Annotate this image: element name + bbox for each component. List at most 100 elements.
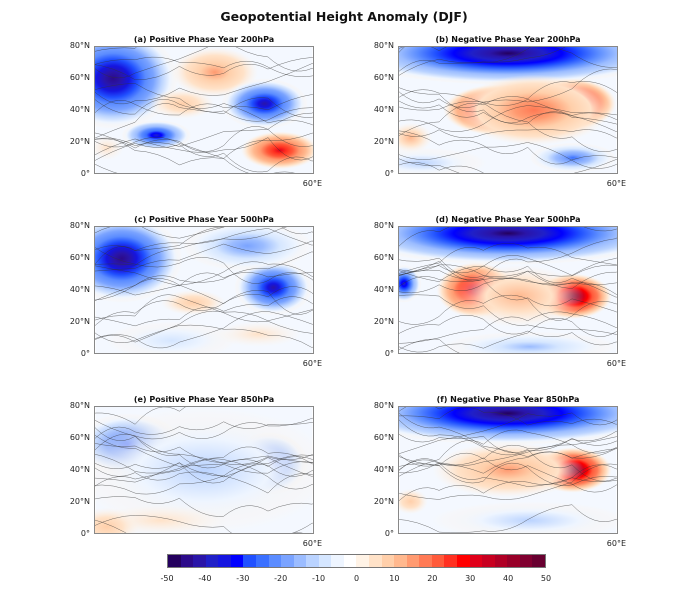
streamline (95, 446, 313, 487)
streamline (399, 237, 617, 280)
streamline (95, 308, 313, 343)
streamline (95, 99, 313, 126)
streamline (399, 429, 617, 477)
streamline (95, 227, 287, 266)
streamline (399, 129, 617, 139)
colorbar-tick-label: 10 (389, 574, 400, 583)
x-tick-label: 60°E (606, 359, 626, 368)
y-tick-label: 40°N (373, 465, 394, 474)
streamline (399, 338, 460, 353)
colorbar-segment (318, 555, 332, 567)
streamline (95, 47, 313, 79)
streamline (399, 91, 617, 120)
streamline (399, 87, 617, 132)
colorbar-segment (180, 555, 194, 567)
colorbar-tick-label: 20 (427, 574, 438, 583)
y-tick-label: 60°N (69, 433, 90, 442)
map-panel: (c) Positive Phase Year 500hPa 80°N 60°N 40… (70, 215, 322, 368)
colorbar-segment (193, 555, 206, 567)
streamline (95, 324, 313, 349)
y-tick-label: 60°N (373, 73, 394, 82)
streamline (95, 427, 313, 474)
colorbar-segment (494, 555, 508, 567)
panel-title: (f) Negative Phase Year 850hPa (436, 395, 580, 404)
colorbar (167, 554, 546, 568)
anomaly-region (149, 88, 215, 119)
anomaly-region (529, 142, 617, 173)
colorbar-tick-label: 0 (353, 574, 360, 583)
streamline (399, 407, 617, 426)
streamline (95, 417, 313, 451)
contour-map (94, 46, 314, 174)
colorbar-segment (419, 555, 432, 567)
anomaly-region (432, 442, 584, 498)
streamline (95, 93, 313, 116)
streamline (399, 463, 617, 500)
streamline (399, 47, 531, 72)
streamline (399, 68, 617, 111)
colorbar-segment (406, 555, 420, 567)
map-panel: (b) Negative Phase Year 200hPa 80°N 60°N 40… (374, 35, 626, 188)
anomaly-region (458, 74, 610, 146)
colorbar-segment (268, 555, 282, 567)
streamline (399, 227, 617, 247)
streamline (95, 296, 313, 327)
y-tick-label: 80°N (373, 401, 394, 410)
colorbar-segment (532, 555, 545, 567)
colorbar-tick-label: 40 (503, 574, 514, 583)
anomaly-region (399, 227, 617, 265)
streamline (95, 129, 313, 147)
panel-title: (c) Positive Phase Year 500hPa (134, 215, 274, 224)
streamline (399, 100, 617, 125)
streamline (399, 159, 617, 173)
colorbar-segment (369, 555, 382, 567)
colorbar-tick-label: 30 (465, 574, 476, 583)
colorbar-segment (482, 555, 495, 567)
streamline (95, 496, 313, 517)
y-tick-label: 20°N (69, 317, 90, 326)
y-tick-label: 80°N (373, 41, 394, 50)
streamline (399, 294, 617, 335)
streamline (399, 412, 617, 455)
y-tick-label: 20°N (69, 137, 90, 146)
colorbar-segment (343, 555, 357, 567)
y-tick-label: 40°N (69, 465, 90, 474)
streamline (95, 143, 313, 173)
streamline (95, 56, 313, 77)
streamline (399, 81, 617, 137)
y-tick-label: 20°N (373, 497, 394, 506)
streamline (95, 515, 313, 533)
y-tick-label: 80°N (69, 221, 90, 230)
x-tick-label: 60°E (302, 539, 322, 548)
panel-title: (d) Negative Phase Year 500hPa (435, 215, 581, 224)
anomaly-region (121, 120, 192, 151)
streamline (95, 443, 313, 464)
panel-title: (b) Negative Phase Year 200hPa (435, 35, 581, 44)
streamline (95, 251, 313, 301)
streamline (399, 260, 617, 295)
streamline (399, 444, 617, 467)
streamline (95, 453, 313, 490)
colorbar-segment (230, 555, 244, 567)
y-tick-label: 0° (384, 529, 394, 538)
colorbar-tick-label: -40 (198, 574, 212, 583)
streamline (95, 261, 313, 296)
y-tick-label: 40°N (69, 285, 90, 294)
streamline (399, 278, 617, 294)
x-tick-label: 60°E (302, 179, 322, 188)
streamline (399, 47, 567, 76)
streamline (399, 294, 617, 325)
colorbar-segment (205, 555, 219, 567)
streamline (399, 105, 617, 132)
colorbar-segment (218, 555, 231, 567)
streamline (399, 264, 617, 279)
streamline (399, 447, 617, 474)
x-tick-label: 60°E (302, 359, 322, 368)
x-tick-label: 60°E (606, 539, 626, 548)
map-panel: (d) Negative Phase Year 500hPa 80°N 60°N 40… (374, 215, 626, 368)
streamline (399, 158, 460, 173)
y-tick-label: 0° (384, 169, 394, 178)
colorbar-tick-label: 50 (540, 574, 552, 583)
y-tick-label: 0° (80, 169, 90, 178)
streamline (95, 97, 313, 139)
